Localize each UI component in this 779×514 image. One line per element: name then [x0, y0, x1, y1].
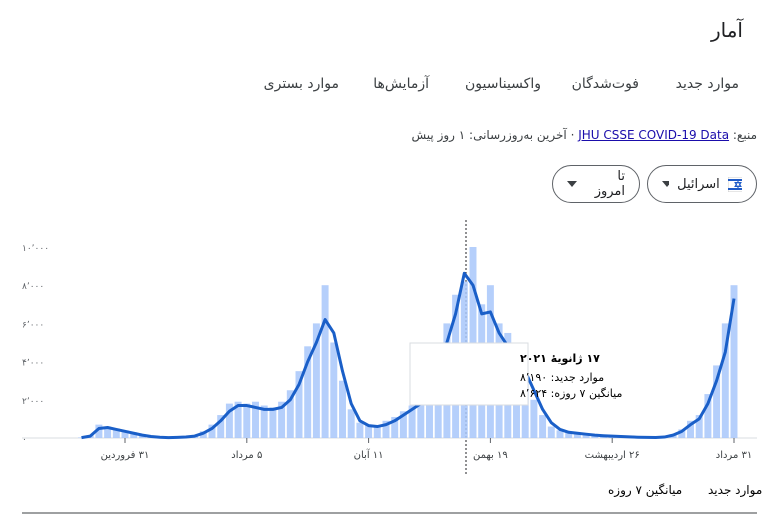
bar [687, 420, 694, 438]
bar [391, 416, 399, 438]
source-label: منبع: [732, 128, 757, 142]
y-tick-label: ۴٬۰۰۰ [22, 359, 44, 369]
bar [112, 428, 120, 438]
tooltip-date: ۱۷ ژانویهٔ ۲۰۲۱ [520, 352, 600, 365]
x-tick-label: ۱۱ آبان [354, 448, 384, 461]
bar [121, 430, 129, 438]
bar [426, 388, 433, 438]
bar [104, 426, 112, 438]
bar [252, 401, 259, 438]
x-tick-label: ۱۹ بهمن [473, 450, 508, 461]
bar [713, 365, 721, 438]
source-link[interactable]: JHU CSSE COVID-19 Data [578, 128, 730, 142]
bar [530, 399, 538, 438]
bar [573, 433, 581, 438]
location-select[interactable]: اسرائیل [647, 165, 757, 203]
tab[interactable]: واکسیناسیون [465, 76, 541, 92]
tab[interactable]: موارد بستری [263, 76, 339, 92]
bar [417, 397, 425, 438]
bar [304, 346, 312, 438]
bar [678, 429, 686, 438]
legend-entry: میانگین ۷ روزه [608, 483, 682, 498]
average-line [81, 271, 736, 440]
period-select[interactable]: تا امروز [552, 165, 640, 203]
x-tick-label: ۳۱ فروردین [101, 450, 150, 461]
title: آمار [710, 18, 743, 42]
bar [286, 390, 294, 438]
dropdown-arrow [662, 181, 670, 187]
bar [321, 285, 329, 438]
bar [373, 425, 381, 438]
bar [234, 401, 242, 438]
bar [269, 407, 277, 438]
bar [382, 420, 390, 438]
y-tick-label: ۸٬۰۰۰ [22, 282, 44, 292]
y-tick-label: ۰ [22, 435, 27, 445]
tooltip: ۱۷ ژانویهٔ ۲۰۲۱ موارد جدید: ۸٬۱۹۰ میانگین … [409, 342, 622, 406]
y-tick-label: ۲٬۰۰۰ [22, 397, 44, 407]
y-tick-label: ۶٬۰۰۰ [22, 320, 44, 330]
bar [347, 409, 355, 438]
source-note: · آخرین به‌روزرسانی: ۱ روز پیش [411, 128, 575, 142]
bar [95, 424, 103, 438]
dropdown-arrow [567, 181, 577, 187]
bar [78, 437, 85, 438]
tooltip-line: موارد جدید: ۸٬۱۹۰ [520, 371, 604, 384]
bar [312, 323, 320, 438]
bar [243, 403, 251, 438]
bar [208, 424, 216, 438]
bar [330, 342, 338, 438]
tooltip-box [409, 342, 529, 406]
source: منبع: JHU CSSE COVID-19 Data · آخرین به‌… [412, 128, 758, 142]
tab[interactable]: آزمایش‌ها [373, 76, 429, 92]
x-tick-label: ۲۶ اردیبهشت [585, 450, 640, 461]
bar [399, 411, 407, 438]
bar [408, 405, 416, 438]
bar [565, 432, 573, 438]
bar [260, 405, 268, 438]
bar [547, 426, 555, 438]
bar [225, 403, 233, 438]
bar [365, 424, 373, 438]
location: اسرائیل [677, 176, 720, 192]
bar [556, 430, 564, 438]
flag [727, 176, 742, 192]
x-tick-label: ۵ مرداد [231, 450, 262, 461]
bar [295, 371, 303, 438]
bar [721, 323, 729, 438]
tooltip-line: میانگین ۷ روزه: ۸٬۶۲۴ [520, 387, 622, 400]
bar [130, 432, 138, 438]
bar [278, 401, 286, 438]
bar [339, 380, 346, 438]
y-tick-label: ۱۰٬۰۰۰ [22, 244, 49, 254]
period: تا امروز [594, 169, 625, 199]
bar [356, 422, 364, 438]
x-tick-label: ۳۱ مرداد [716, 450, 753, 461]
bar [521, 380, 529, 438]
tab[interactable]: فوت‌شدگان [571, 76, 639, 92]
bar [582, 434, 590, 438]
bar [730, 285, 738, 438]
legend-entry: موارد جدید [708, 483, 762, 498]
tab[interactable]: موارد جدید [675, 76, 739, 92]
bar [695, 415, 703, 438]
bar [539, 415, 547, 438]
bar [217, 415, 225, 438]
bar [704, 394, 712, 438]
